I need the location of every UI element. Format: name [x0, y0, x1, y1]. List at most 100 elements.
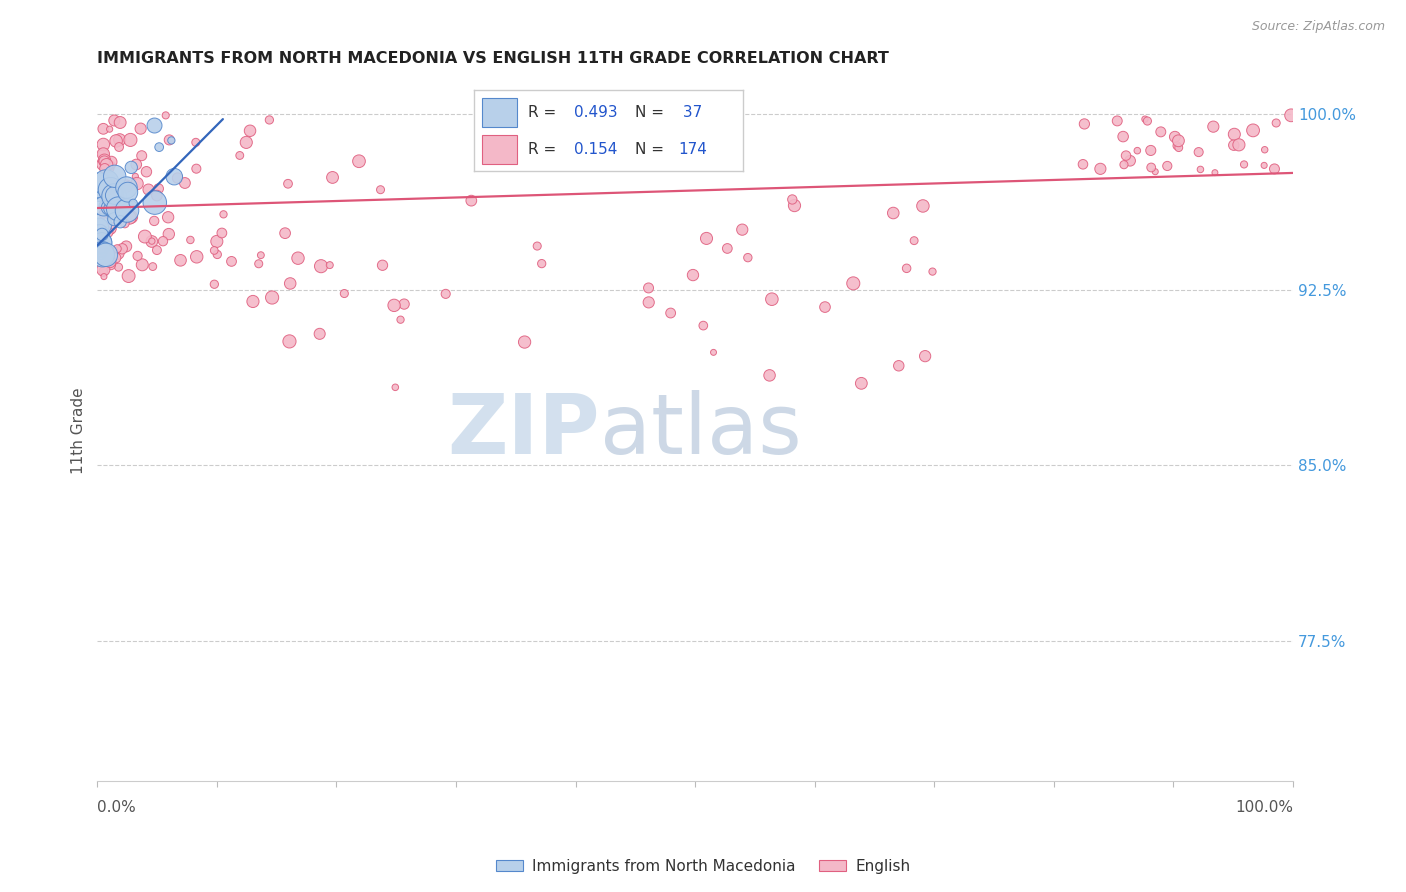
Point [91, 238, 114, 252]
Point [758, 368, 780, 383]
Point [384, 380, 406, 394]
Point [1202, 120, 1225, 134]
Point [530, 257, 553, 271]
Point [87, 227, 110, 242]
Point [250, 248, 273, 262]
Point [319, 258, 342, 272]
Point [1188, 145, 1211, 160]
Point [1156, 159, 1178, 173]
Point [731, 222, 754, 236]
Point [761, 292, 783, 306]
Point [90, 235, 112, 250]
Point [100, 155, 122, 169]
Point [205, 235, 228, 249]
Point [91, 207, 114, 221]
Point [125, 157, 148, 171]
Point [166, 171, 188, 186]
Point [107, 202, 129, 216]
Point [98, 242, 121, 256]
Point [212, 207, 235, 221]
Point [96, 158, 118, 172]
Point [1167, 140, 1189, 154]
Point [513, 334, 536, 349]
Point [782, 193, 804, 207]
Point [143, 214, 166, 228]
Point [94, 188, 117, 202]
Point [1090, 161, 1112, 176]
Point [152, 234, 174, 248]
Point [93, 153, 115, 168]
Point [91, 262, 114, 277]
Point [434, 286, 457, 301]
Point [692, 318, 714, 333]
Point [235, 136, 257, 150]
Point [1112, 129, 1135, 144]
Point [842, 277, 865, 291]
Point [526, 239, 548, 253]
Point [90, 244, 112, 258]
Point [259, 112, 281, 127]
Point [108, 133, 131, 147]
Point [108, 140, 131, 154]
Point [120, 210, 142, 224]
Point [202, 244, 225, 258]
Point [103, 113, 125, 128]
Point [100, 255, 122, 269]
Point [90, 247, 112, 261]
Point [1279, 108, 1302, 122]
Point [91, 121, 114, 136]
Point [157, 211, 180, 225]
Point [141, 235, 163, 249]
Point [131, 258, 153, 272]
Point [1144, 164, 1167, 178]
Point [111, 242, 134, 256]
Point [174, 176, 197, 190]
Point [124, 169, 146, 184]
Point [1073, 117, 1095, 131]
Point [117, 268, 139, 283]
Point [91, 227, 114, 242]
Point [382, 298, 405, 312]
Point [98, 161, 121, 176]
Point [104, 169, 127, 184]
Point [91, 226, 114, 240]
Point [179, 233, 201, 247]
Point [89, 235, 111, 250]
Point [143, 119, 166, 133]
Point [91, 266, 114, 280]
Point [160, 133, 183, 147]
Text: ZIP: ZIP [447, 390, 599, 471]
Point [903, 234, 925, 248]
Point [91, 137, 114, 152]
Point [239, 124, 262, 138]
Point [148, 140, 170, 154]
Point [125, 177, 148, 191]
Point [702, 345, 724, 359]
Point [87, 190, 110, 204]
Point [107, 246, 129, 260]
Point [1107, 114, 1129, 128]
Point [186, 161, 208, 176]
Point [1164, 129, 1187, 144]
Point [211, 226, 233, 240]
Point [93, 269, 115, 284]
Point [104, 251, 127, 265]
Point [105, 134, 128, 148]
Point [882, 206, 904, 220]
Point [278, 334, 301, 349]
Point [682, 268, 704, 282]
Point [142, 260, 165, 274]
Point [108, 215, 131, 229]
Point [91, 146, 114, 161]
Point [322, 170, 344, 185]
Point [103, 188, 125, 202]
Point [914, 349, 936, 363]
Point [186, 250, 208, 264]
Point [1227, 137, 1250, 152]
Point [1133, 112, 1156, 127]
Point [94, 244, 117, 259]
Point [247, 257, 270, 271]
Point [1136, 114, 1159, 128]
Point [115, 180, 138, 194]
Point [184, 136, 207, 150]
